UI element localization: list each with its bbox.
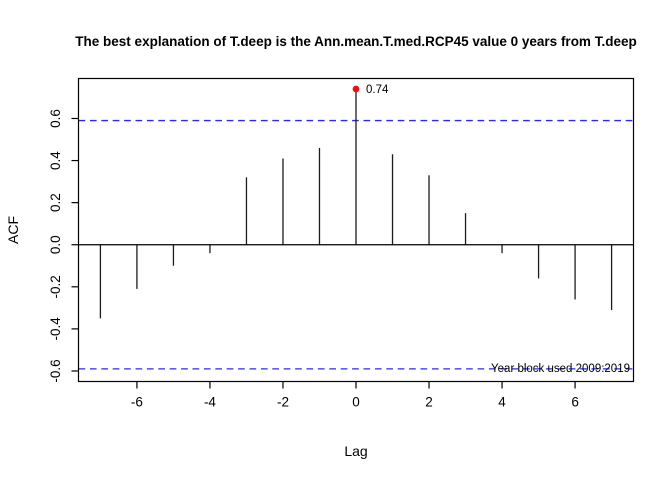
- year-block-annotation: Year block used 2009:2019: [491, 363, 630, 375]
- x-tick-label: 6: [571, 395, 579, 410]
- highlight-point: [352, 85, 360, 93]
- x-axis-label: Lag: [344, 443, 367, 459]
- highlight-value-label: 0.74: [366, 84, 389, 96]
- y-tick-label: 0.6: [48, 109, 63, 128]
- y-axis-label: ACF: [5, 216, 21, 244]
- chart-geometry-layer: -6 -4 -2 0 2 4 6 0.6 0.4 0.2 0.0 -0.2 -0.4 -0.6: [48, 77, 635, 410]
- y-tick-label: 0.0: [48, 235, 63, 254]
- chart-title: The best explanation of T.deep is the An…: [75, 34, 636, 49]
- y-tick-label: 0.2: [48, 193, 63, 212]
- x-tick-label: 4: [498, 395, 506, 410]
- x-tick-label: 0: [352, 395, 360, 410]
- x-tick-label: -4: [204, 395, 216, 410]
- y-tick-label: -0.2: [48, 275, 63, 298]
- x-tick-label: -6: [131, 395, 143, 410]
- y-tick-label: -0.4: [48, 317, 63, 341]
- x-tick-label: -2: [277, 395, 289, 410]
- y-tick-label: 0.4: [48, 151, 63, 170]
- y-tick-label: -0.6: [48, 359, 63, 382]
- x-tick-label: 2: [425, 395, 433, 410]
